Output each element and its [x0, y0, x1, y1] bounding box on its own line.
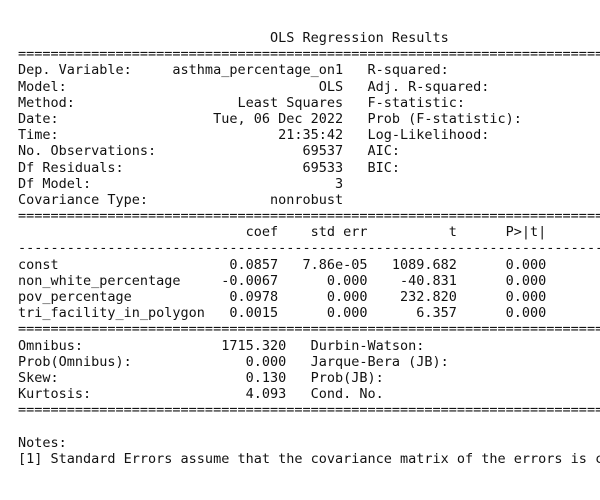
report-title: OLS Regression Results — [18, 30, 449, 46]
header-row-date: Date: Tue, 06 Dec 2022 Prob (F-statistic… — [18, 110, 522, 127]
separator-single: ----------------------------------------… — [18, 240, 600, 257]
diag-row-prob-omnibus: Prob(Omnibus): 0.000 Jarque-Bera (JB): — [18, 353, 449, 370]
diag-row-kurtosis: Kurtosis: 4.093 Cond. No. — [18, 386, 384, 403]
coef-row-non-white-percentage: non_white_percentage -0.0067 0.000 -40.8… — [18, 272, 547, 289]
header-row-method: Method: Least Squares F-statistic: — [18, 94, 466, 111]
notes-text: [1] Standard Errors assume that the cova… — [18, 450, 600, 467]
blank-line — [18, 419, 600, 435]
separator-double: ========================================… — [18, 402, 600, 419]
coef-table-header: coef std err t P>|t| — [18, 224, 547, 241]
separator-double: ========================================… — [18, 46, 600, 63]
coef-row-pov-percentage: pov_percentage 0.0978 0.000 232.820 0.00… — [18, 289, 547, 305]
separator-double: ========================================… — [18, 208, 600, 225]
header-row-no-observations: No. Observations: 69537 AIC: — [18, 143, 401, 160]
header-row-time: Time: 21:35:42 Log-Likelihood: — [18, 127, 490, 144]
coef-row-const: const 0.0857 7.86e-05 1089.682 0.000 — [18, 256, 547, 273]
header-row-dep-variable: Dep. Variable: asthma_percentage_on1 R-s… — [18, 62, 449, 79]
separator-double: ========================================… — [18, 321, 600, 338]
header-row-model: Model: OLS Adj. R-squared: — [18, 78, 490, 95]
coef-row-tri-facility-in-polygon: tri_facility_in_polygon 0.0015 0.000 6.3… — [18, 305, 547, 322]
diag-row-omnibus: Omnibus: 1715.320 Durbin-Watson: — [18, 337, 425, 354]
ols-regression-report: OLS Regression Results =================… — [18, 30, 600, 467]
notes-label: Notes: — [18, 434, 67, 451]
header-row-df-model: Df Model: 3 — [18, 175, 344, 192]
header-row-covariance-type: Covariance Type: nonrobust — [18, 191, 344, 208]
header-row-df-residuals: Df Residuals: 69533 BIC: — [18, 159, 401, 176]
diag-row-skew: Skew: 0.130 Prob(JB): — [18, 369, 384, 386]
